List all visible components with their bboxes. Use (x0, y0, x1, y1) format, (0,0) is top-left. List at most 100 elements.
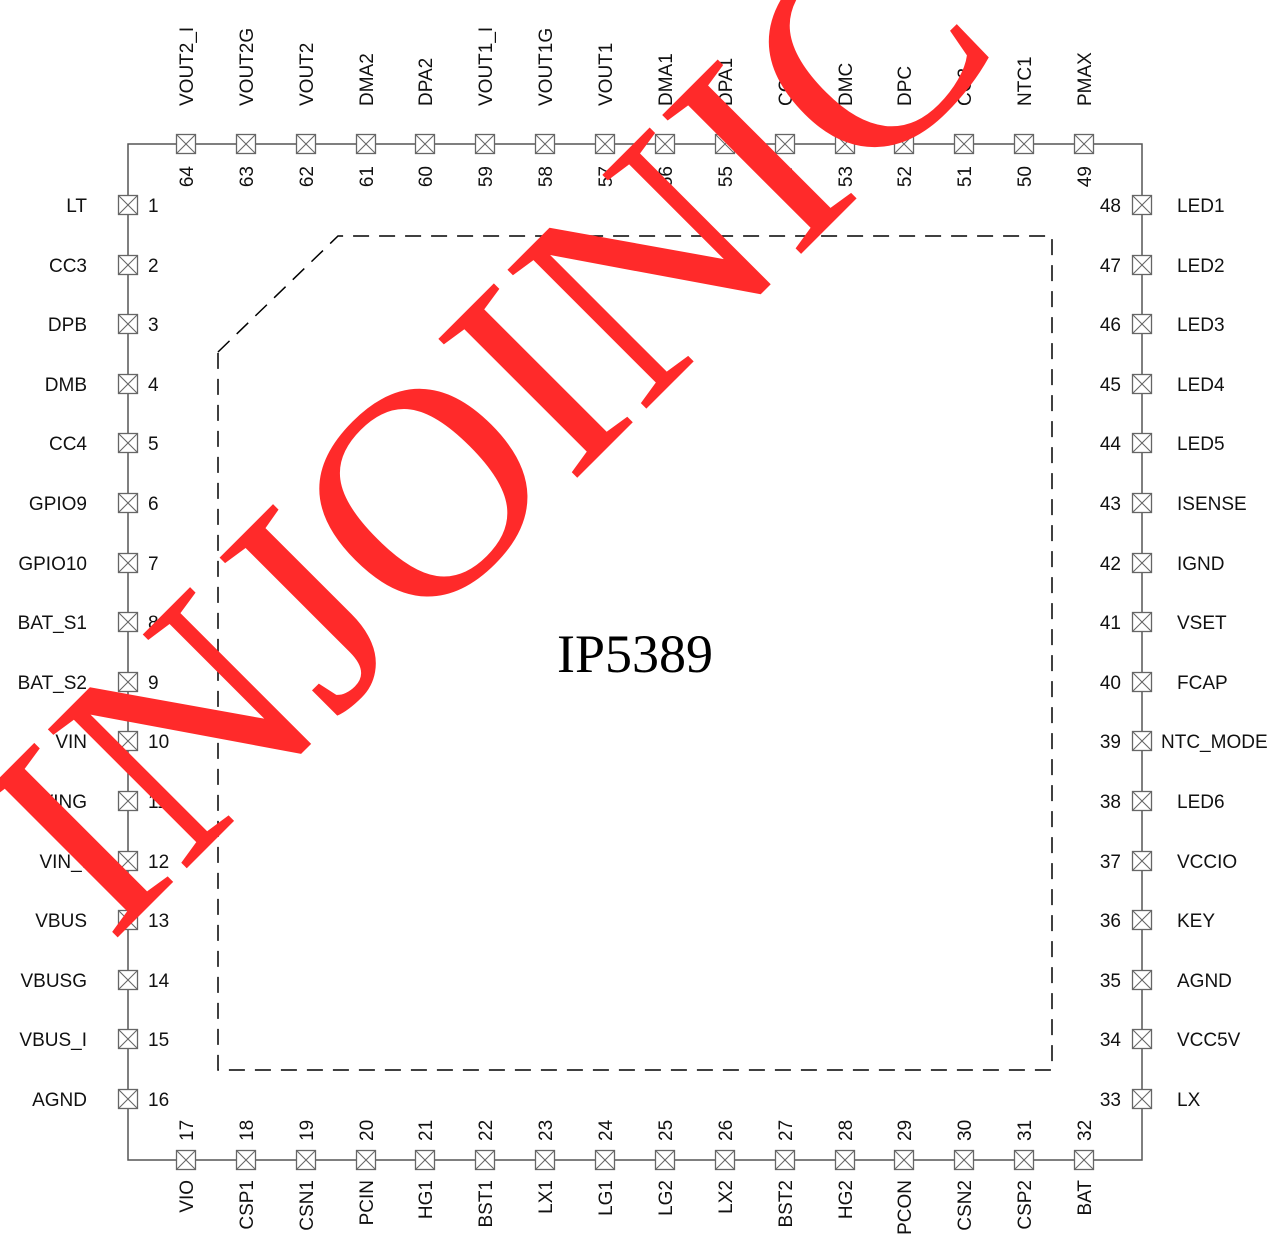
pin-left-13: VBUS 13 (35, 909, 169, 932)
pin-number: 18 (237, 1120, 258, 1141)
pin-name: LT (66, 196, 87, 217)
pin-number: 5 (148, 434, 159, 455)
pin-name: VOUT2G (237, 28, 258, 106)
pin-pad-cross (1132, 553, 1152, 573)
pin-name: HG2 (836, 1180, 857, 1219)
pin-number: 35 (1100, 971, 1121, 992)
pin-pad-cross (118, 195, 138, 215)
pin-number: 61 (357, 166, 378, 187)
pin-number: 19 (297, 1120, 318, 1141)
pin-number: 17 (177, 1120, 198, 1141)
pin-top-58: VOUT1G 58 (534, 28, 557, 187)
pin-pad-cross (475, 134, 495, 154)
pin-left-6: GPIO9 6 (29, 492, 159, 515)
pin-top-64: VOUT2_I 64 (175, 27, 198, 188)
pin-number: 3 (148, 315, 159, 336)
pin-bottom-20: 20 PCIN (355, 1120, 378, 1225)
pin-left-10: VIN 10 (55, 730, 169, 753)
pin-name: LED4 (1177, 375, 1225, 396)
pin-name: IGND (1177, 554, 1225, 575)
pin-pad-cross (1132, 314, 1152, 334)
pin-name: VBUS (35, 911, 87, 932)
pin-number: 13 (148, 911, 169, 932)
pin-pad-cross (775, 1150, 795, 1170)
pin-number: 29 (895, 1120, 916, 1141)
pin-pad-cross (595, 134, 615, 154)
pin-number: 44 (1100, 434, 1122, 455)
pin-pad-cross (118, 612, 138, 632)
pin-number: 12 (148, 852, 169, 873)
pin-pad-cross (118, 851, 138, 871)
pin-pad-cross (236, 134, 256, 154)
pin-left-15: VBUS_I 15 (19, 1028, 169, 1051)
pin-number: 23 (536, 1120, 557, 1141)
pin-name: DMA2 (357, 53, 378, 106)
pin-name: LG1 (596, 1180, 617, 1216)
pin-name: CC1 (776, 68, 797, 106)
pin-pad-cross (894, 134, 914, 154)
pin-number: 42 (1100, 554, 1121, 575)
pin-number: 55 (716, 166, 737, 187)
pin-pad-cross (118, 910, 138, 930)
pin-number: 64 (177, 166, 198, 188)
pin-pad-cross (954, 134, 974, 154)
pin-number: 57 (596, 166, 617, 187)
pin-pad-cross (1074, 134, 1094, 154)
pin-right-39: 39 NTC_MODE (1100, 730, 1268, 753)
pin-bottom-22: 22 BST1 (474, 1120, 497, 1228)
pin-pad-cross (415, 134, 435, 154)
pin-name: LED3 (1177, 315, 1225, 336)
pin-bottom-31: 31 CSP2 (1013, 1120, 1036, 1230)
pin-name: GPIO10 (18, 554, 87, 575)
pin-name: DMA1 (656, 53, 677, 106)
pin-pad-cross (176, 134, 196, 154)
pin-name: LG2 (656, 1180, 677, 1216)
pin-number: 26 (716, 1120, 737, 1141)
pin-pad-cross (535, 134, 555, 154)
pin-number: 56 (656, 166, 677, 187)
pin-top-49: PMAX 49 (1073, 52, 1096, 187)
pin-left-5: CC4 5 (49, 432, 159, 455)
pin-right-38: 38 LED6 (1100, 790, 1225, 813)
pin-pad-cross (894, 1150, 914, 1170)
pin-bottom-32: 32 BAT (1073, 1120, 1096, 1216)
pin-pad-cross (475, 1150, 495, 1170)
pin-number: 14 (148, 971, 170, 992)
pin-pad-cross (118, 493, 138, 513)
pin-right-45: 45 LED4 (1100, 373, 1225, 396)
pin-pad-cross (1132, 1029, 1152, 1049)
pin-name: VBUSG (20, 971, 87, 992)
pin-pad-cross (1014, 134, 1034, 154)
pin-number: 39 (1100, 732, 1121, 753)
pin-name: BAT_S1 (18, 613, 87, 634)
pin-number: 40 (1100, 673, 1121, 694)
pin-name: VCCIO (1177, 852, 1237, 873)
pin-name: HG1 (416, 1180, 437, 1219)
pin-name: VOUT1G (536, 28, 557, 106)
pin-number: 60 (416, 166, 437, 187)
pin-right-48: 48 LED1 (1100, 194, 1225, 217)
pin-pad-cross (715, 1150, 735, 1170)
pin-pad-cross (1074, 1150, 1094, 1170)
pin-name: FCAP (1177, 673, 1228, 694)
pin-right-40: 40 FCAP (1100, 671, 1228, 694)
pin-bottom-19: 19 CSN1 (295, 1120, 318, 1231)
pin-number: 10 (148, 732, 169, 753)
pin-pad-cross (1132, 493, 1152, 513)
pin-top-53: DMC 53 (834, 63, 857, 187)
pin-name: VCC5V (1177, 1030, 1241, 1051)
pin-pad-cross (655, 1150, 675, 1170)
pin-left-4: DMB 4 (45, 373, 159, 396)
pin-pad-cross (1132, 970, 1152, 990)
pin-name: DMC (836, 63, 857, 106)
pin-number: 58 (536, 166, 557, 187)
pin-top-60: DPA2 60 (414, 58, 437, 187)
pin-name: CSN1 (297, 1180, 318, 1231)
pin-number: 20 (357, 1120, 378, 1141)
pin-top-57: VOUT1 57 (594, 43, 617, 187)
chip-name: IP5389 (557, 624, 713, 684)
pin-name: CC2 (955, 68, 976, 106)
pin-right-43: 43 ISENSE (1100, 492, 1247, 515)
pin-name: BAT (1075, 1180, 1096, 1216)
pin-bottom-29: 29 PCON (893, 1120, 916, 1235)
